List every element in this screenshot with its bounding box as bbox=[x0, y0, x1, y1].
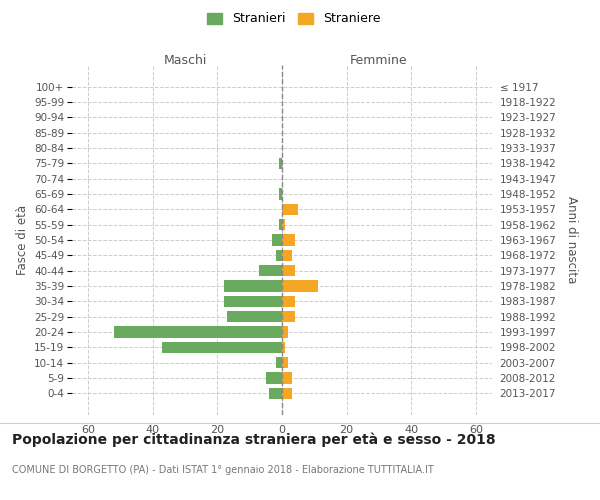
Bar bbox=[227, 311, 282, 322]
Bar bbox=[282, 265, 295, 276]
Bar bbox=[279, 158, 282, 169]
Bar bbox=[282, 372, 292, 384]
Bar bbox=[259, 265, 282, 276]
Bar bbox=[282, 250, 292, 261]
Bar bbox=[275, 357, 282, 368]
Text: Maschi: Maschi bbox=[163, 54, 207, 66]
Bar bbox=[279, 219, 282, 230]
Legend: Stranieri, Straniere: Stranieri, Straniere bbox=[203, 8, 385, 29]
Bar bbox=[282, 219, 285, 230]
Bar bbox=[272, 234, 282, 246]
Y-axis label: Anni di nascita: Anni di nascita bbox=[565, 196, 578, 284]
Bar bbox=[282, 388, 292, 399]
Bar bbox=[282, 204, 298, 215]
Bar bbox=[282, 311, 295, 322]
Bar bbox=[282, 234, 295, 246]
Bar bbox=[282, 326, 289, 338]
Bar bbox=[279, 188, 282, 200]
Bar bbox=[275, 250, 282, 261]
Text: Femmine: Femmine bbox=[350, 54, 408, 66]
Bar bbox=[224, 296, 282, 307]
Bar bbox=[269, 388, 282, 399]
Bar bbox=[163, 342, 282, 353]
Bar bbox=[282, 357, 289, 368]
Bar bbox=[282, 342, 285, 353]
Text: COMUNE DI BORGETTO (PA) - Dati ISTAT 1° gennaio 2018 - Elaborazione TUTTITALIA.I: COMUNE DI BORGETTO (PA) - Dati ISTAT 1° … bbox=[12, 465, 434, 475]
Bar bbox=[282, 280, 317, 292]
Bar bbox=[224, 280, 282, 292]
Bar bbox=[114, 326, 282, 338]
Bar bbox=[266, 372, 282, 384]
Bar bbox=[282, 296, 295, 307]
Y-axis label: Fasce di età: Fasce di età bbox=[16, 205, 29, 275]
Text: Popolazione per cittadinanza straniera per età e sesso - 2018: Popolazione per cittadinanza straniera p… bbox=[12, 432, 496, 447]
